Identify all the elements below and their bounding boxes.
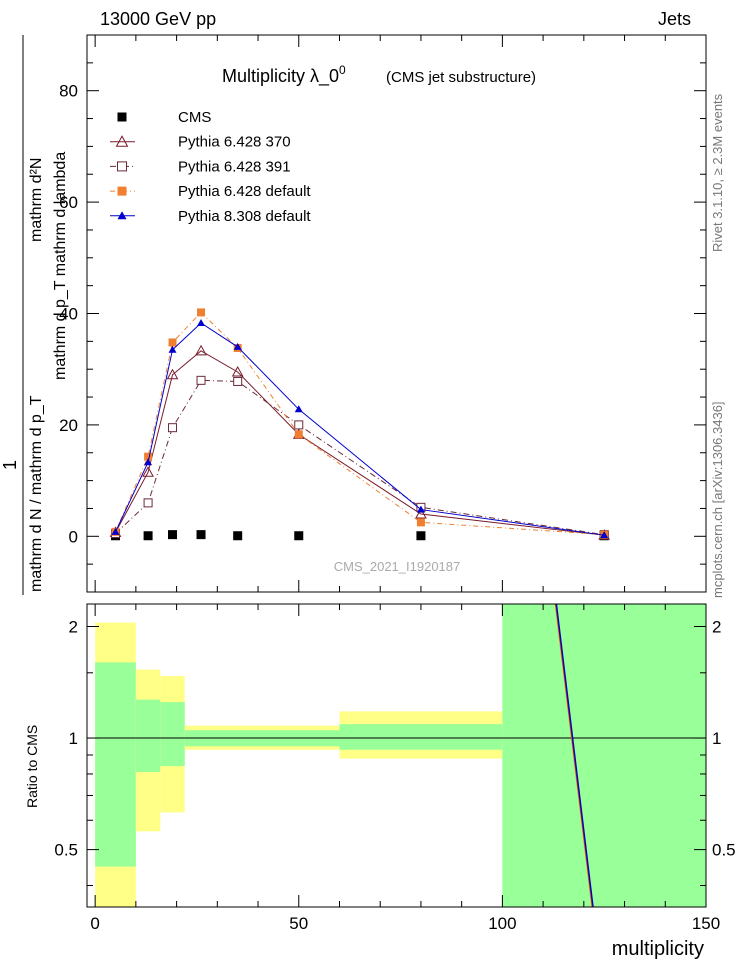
ylabel-main-numerator: 1 (0, 460, 20, 470)
ratio-band-green (160, 702, 185, 767)
ratio-y-tick-label: 1 (69, 729, 78, 748)
series-line (115, 311, 605, 536)
data-point (294, 420, 304, 430)
data-point (117, 186, 127, 196)
data-point (144, 458, 153, 466)
chart-subtitle: (CMS jet substructure) (386, 69, 536, 86)
watermark: CMS_2021_I1920187 (334, 559, 461, 574)
y-tick-label: 80 (59, 82, 78, 101)
data-point (115, 135, 129, 147)
data-point (142, 466, 154, 477)
y-tick-label: 60 (59, 193, 78, 212)
data-point (117, 161, 127, 172)
data-point (294, 430, 303, 439)
ratio-band-green (135, 699, 161, 772)
ratio-mc-line (555, 604, 594, 907)
ratio-y-tick-label: 0.5 (54, 841, 78, 860)
data-point (196, 375, 206, 385)
data-point (168, 423, 178, 433)
ratio-panel (87, 604, 706, 907)
data-point (111, 527, 120, 535)
data-point (233, 342, 242, 350)
ylabel-ratio: Ratio to CMS (24, 725, 40, 808)
ylabel-main-numerator2: mathrm d²N (28, 158, 45, 242)
data-point (416, 505, 425, 513)
data-point (168, 530, 178, 540)
data-point (294, 531, 304, 541)
x-tick-label: 150 (692, 914, 720, 933)
data-point (166, 368, 179, 380)
ratio-band-green (502, 604, 706, 907)
x-tick-label: 50 (289, 914, 308, 933)
ratio-band-green (339, 724, 503, 750)
data-point (415, 507, 427, 519)
x-tick-label: 100 (488, 914, 516, 933)
y-tick-label: 0 (69, 527, 78, 546)
data-point (233, 531, 243, 541)
data-point (117, 211, 127, 220)
ylabel-main-full: mathrm d N / mathrm d p_T (28, 395, 45, 592)
legend-label: Pythia 8.308 default (178, 208, 311, 225)
data-point (195, 344, 207, 356)
data-point (231, 365, 244, 377)
data-point (144, 452, 153, 461)
data-point (416, 518, 425, 527)
series-line (115, 379, 605, 536)
axes: 0 50 100 150 0 20 40 60 80 0.5 0.5 1 1 2 2 (54, 34, 736, 933)
data-point (600, 531, 609, 539)
data-point (196, 530, 206, 540)
y-tick-label: 40 (59, 305, 78, 324)
data-point (168, 345, 177, 353)
category-label: Jets (658, 9, 691, 29)
legend-label: Pythia 6.428 370 (178, 134, 291, 151)
data-point (197, 308, 206, 317)
data-point (117, 112, 127, 122)
data-point (143, 498, 153, 508)
xlabel: multiplicity (612, 938, 704, 960)
ylabel-main-denominator: mathrm d p_T mathrm d lambda (52, 152, 69, 380)
data-point (416, 531, 426, 541)
data-point (233, 376, 243, 386)
data-point (168, 338, 177, 347)
legend-label: CMS (178, 109, 211, 126)
ratio-y-tick-label: 2 (69, 617, 78, 636)
legend-label: Pythia 6.428 default (178, 183, 311, 200)
side-text-rivet: Rivet 3.1.10, ≥ 2.3M events (710, 93, 725, 252)
chart-title: Multiplicity λ_00 (222, 63, 346, 87)
x-tick-label: 0 (90, 914, 99, 933)
ratio-y-tick-label-right: 0.5 (712, 841, 736, 860)
series-line (115, 322, 605, 536)
side-text-mcplots: mcplots.cern.ch [arXiv:1306.3436] (710, 401, 725, 598)
data-point (294, 405, 303, 413)
ratio-band-green (95, 662, 136, 867)
data-point (143, 531, 153, 541)
data-point (197, 318, 206, 326)
energy-label: 13000 GeV pp (100, 9, 216, 29)
ratio-y-tick-label-right: 2 (712, 617, 721, 636)
legend-label: Pythia 6.428 391 (178, 158, 291, 175)
main-panel (109, 308, 611, 541)
legend: CMS Pythia 6.428 370 Pythia 6.428 391 Pythi… (110, 109, 311, 225)
series-line (115, 350, 605, 536)
y-tick-label: 20 (59, 416, 78, 435)
ratio-y-tick-label-right: 1 (712, 729, 721, 748)
